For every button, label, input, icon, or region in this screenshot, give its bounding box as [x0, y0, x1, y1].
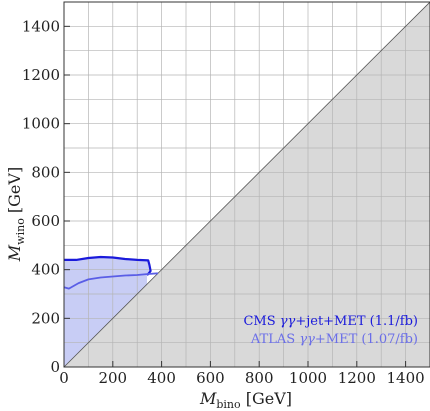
- y-tick-label: 0: [50, 358, 60, 376]
- x-axis-label: Mbino [GeV]: [199, 389, 292, 411]
- cms-exclusion-line: [64, 255, 152, 276]
- legend-entry-cms: CMS γγ+jet+MET (1.1/fb): [243, 314, 418, 329]
- plot-frame: [63, 1, 430, 368]
- y-tick-label: 1200: [22, 66, 60, 84]
- x-tick-label: 200: [98, 369, 127, 387]
- y-tick-label: 800: [31, 163, 60, 181]
- legend-entry-atlas: ATLAS γγ+MET (1.07/fb): [250, 332, 418, 347]
- y-axis-label: Mwino [GeV]: [5, 167, 27, 262]
- diagonal-line: [63, 1, 430, 368]
- x-tick-label: 1200: [338, 369, 376, 387]
- atlas-exclusion-line: [63, 272, 158, 290]
- x-tick-label: 800: [245, 369, 274, 387]
- x-tick-label: 400: [147, 369, 176, 387]
- y-tick-label: 400: [31, 261, 60, 279]
- y-tick-label: 600: [31, 212, 60, 230]
- legend: CMS γγ+jet+MET (1.1/fb) ATLAS γγ+MET (1.…: [243, 314, 418, 347]
- y-tick-label: 1400: [22, 17, 60, 35]
- cms-excluded-area: [64, 257, 151, 367]
- x-tick-label: 0: [59, 369, 69, 387]
- x-tick-label: 1000: [289, 369, 327, 387]
- x-tick-label: 600: [196, 369, 225, 387]
- y-tick-label: 1000: [22, 115, 60, 133]
- y-tick-label: 200: [31, 309, 60, 327]
- x-tick-label: 1400: [387, 369, 425, 387]
